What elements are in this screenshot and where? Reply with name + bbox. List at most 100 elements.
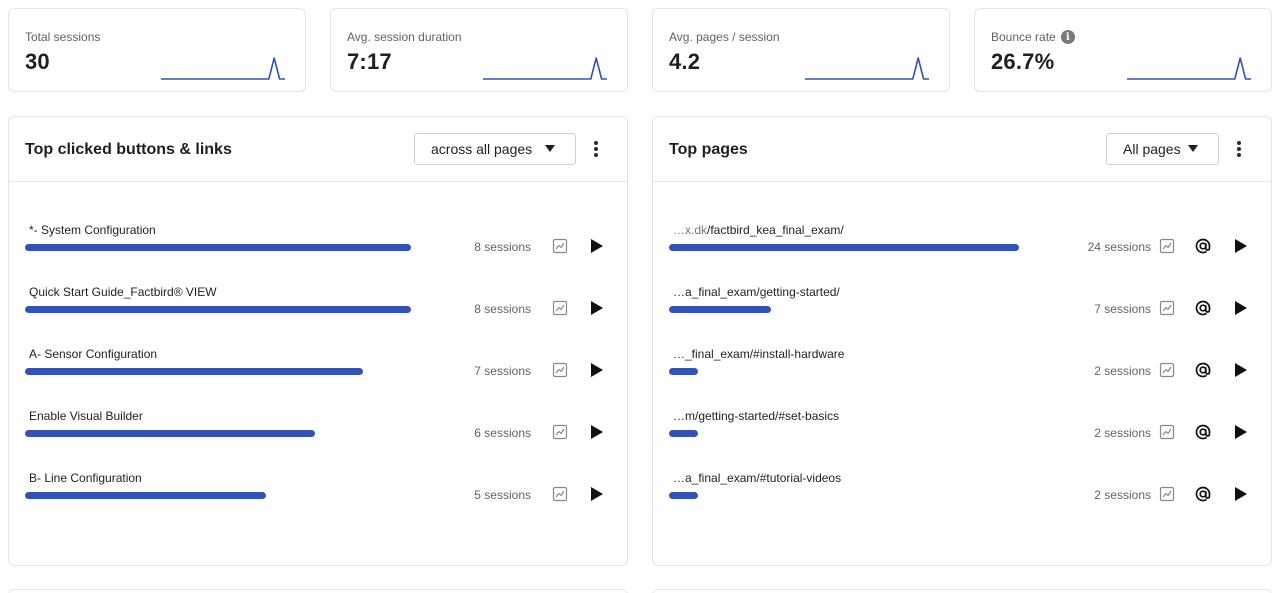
item-label-text: Quick Start Guide_Factbird® VIEW [29, 285, 217, 299]
sessions-count: 2 sessions [1094, 426, 1151, 440]
sessions-count: 8 sessions [474, 302, 531, 316]
item-label: A- Sensor Configuration [29, 347, 157, 361]
panel-title: Top pages [669, 141, 748, 158]
play-icon[interactable] [1235, 425, 1247, 439]
kpi-label: Avg. pages / session [669, 30, 780, 44]
kpi-label: Avg. session duration [347, 30, 462, 44]
kpi-card-avg-session-duration: Avg. session duration 7:17 [330, 8, 628, 92]
kpi-value: 30 [25, 49, 50, 74]
list-item: *- System Configuration 8 sessions [9, 223, 627, 285]
item-label: …a_final_exam/#tutorial-videos [673, 471, 841, 485]
trend-chart-icon[interactable] [1159, 238, 1175, 254]
panel-header: Top pages All pages [653, 117, 1271, 182]
trend-chart-icon[interactable] [1159, 424, 1175, 440]
trend-chart-icon[interactable] [1159, 362, 1175, 378]
sessions-count: 8 sessions [474, 240, 531, 254]
play-icon[interactable] [1235, 301, 1247, 315]
sessions-count: 6 sessions [474, 426, 531, 440]
trend-chart-icon[interactable] [552, 362, 568, 378]
item-label-text: A- Sensor Configuration [29, 347, 158, 361]
item-label: …_final_exam/#install-hardware [673, 347, 844, 361]
item-label: Enable Visual Builder [29, 409, 143, 423]
sparkline [483, 57, 607, 80]
sessions-count: 7 sessions [474, 364, 531, 378]
item-label-text: *- System Configuration [29, 223, 156, 237]
session-bar [25, 492, 267, 499]
sessions-count: 7 sessions [1094, 302, 1151, 316]
sessions-count: 24 sessions [1087, 240, 1151, 254]
sparkline [161, 57, 285, 80]
trend-chart-icon[interactable] [552, 424, 568, 440]
session-bar [669, 492, 699, 499]
sparkline-path [1127, 57, 1251, 80]
kpi-card-avg-pages-per-session: Avg. pages / session 4.2 [652, 8, 950, 92]
kebab-menu-icon[interactable] [1231, 139, 1247, 159]
play-icon[interactable] [1235, 363, 1247, 377]
sessions-count: 5 sessions [474, 488, 531, 502]
at-sign-icon[interactable] [1194, 485, 1212, 503]
session-bar [25, 244, 411, 251]
list-item: Quick Start Guide_Factbird® VIEW 8 sessio… [9, 285, 627, 347]
item-label-text: Enable Visual Builder [29, 409, 143, 423]
list-item: B- Line Configuration 5 sessions [9, 471, 627, 533]
at-sign-icon[interactable] [1194, 299, 1212, 317]
caret-down-icon [545, 145, 555, 152]
item-label: …a_final_exam/getting-started/ [673, 285, 840, 299]
top-clicked-panel: Top clicked buttons & links across all p… [8, 116, 628, 566]
trend-chart-icon[interactable] [1159, 486, 1175, 502]
play-icon[interactable] [591, 239, 603, 253]
play-icon[interactable] [1235, 487, 1247, 501]
panel-below-left [8, 589, 628, 593]
panel-header: Top clicked buttons & links across all p… [9, 117, 627, 182]
panel-title: Top clicked buttons & links [25, 141, 232, 158]
list-item: …_final_exam/#install-hardware 2 sessions [653, 347, 1271, 409]
play-icon[interactable] [1235, 239, 1247, 253]
item-label-text: …_final_exam/#install-hardware [673, 347, 845, 361]
session-bar [25, 368, 363, 375]
session-bar [669, 244, 1019, 251]
dropdown-value: All pages [1123, 141, 1181, 157]
kpi-label: Bounce rate i [991, 30, 1075, 44]
play-icon[interactable] [591, 487, 603, 501]
session-bar [669, 430, 699, 437]
url-prefix: …x.dk [673, 223, 708, 237]
sparkline [805, 57, 929, 80]
list-item: …a_final_exam/#tutorial-videos 2 sessions [653, 471, 1271, 533]
kpi-value: 26.7% [991, 49, 1055, 74]
panel-below-right [652, 589, 1272, 593]
list-item: …x.dk/factbird_kea_final_exam/24 session… [653, 223, 1271, 285]
kpi-card-total-sessions: Total sessions 30 [8, 8, 306, 92]
item-label: …x.dk/factbird_kea_final_exam/ [673, 223, 844, 237]
trend-chart-icon[interactable] [552, 238, 568, 254]
item-label: …m/getting-started/#set-basics [673, 409, 839, 423]
kebab-menu-icon[interactable] [588, 139, 604, 159]
list-item: …a_final_exam/getting-started/7 sessions [653, 285, 1271, 347]
item-label-text: B- Line Configuration [29, 471, 142, 485]
sparkline [1127, 57, 1251, 80]
item-label-text: …a_final_exam/getting-started/ [673, 285, 840, 299]
play-icon[interactable] [591, 425, 603, 439]
at-sign-icon[interactable] [1194, 423, 1212, 441]
top-pages-panel: Top pages All pages …x.dk/factbird_kea_f… [652, 116, 1272, 566]
kpi-value: 7:17 [347, 49, 392, 74]
kpi-label: Total sessions [25, 30, 101, 44]
info-icon[interactable]: i [1060, 30, 1075, 44]
list-item: A- Sensor Configuration 7 sessions [9, 347, 627, 409]
at-sign-icon[interactable] [1194, 361, 1212, 379]
pages-filter-dropdown[interactable]: All pages [1106, 133, 1219, 165]
session-bar [669, 306, 772, 313]
item-label: *- System Configuration [29, 223, 156, 237]
session-bar [25, 306, 411, 313]
play-icon[interactable] [591, 363, 603, 377]
at-sign-icon[interactable] [1194, 237, 1212, 255]
play-icon[interactable] [591, 301, 603, 315]
sparkline-path [161, 57, 285, 80]
trend-chart-icon[interactable] [552, 486, 568, 502]
kpi-card-bounce-rate: Bounce rate i 26.7% [974, 8, 1272, 92]
page-scope-dropdown[interactable]: across all pages [414, 133, 576, 165]
trend-chart-icon[interactable] [552, 300, 568, 316]
item-label-text: …a_final_exam/#tutorial-videos [673, 471, 842, 485]
item-label-text: …m/getting-started/#set-basics [673, 409, 840, 423]
trend-chart-icon[interactable] [1159, 300, 1175, 316]
dropdown-value: across all pages [431, 141, 533, 157]
